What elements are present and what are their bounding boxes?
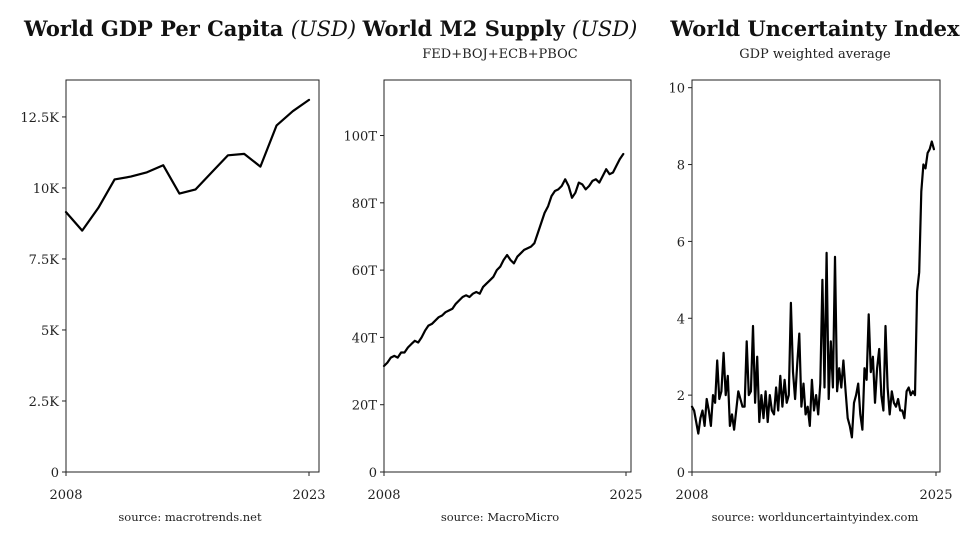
x-tick-label: 2008	[675, 488, 708, 503]
plot-frame	[691, 79, 941, 473]
gdp-chart-title: World GDP Per Capita (USD)	[20, 16, 360, 41]
y-tick-label: 5K	[41, 324, 59, 339]
gdp-chart: 0 2.5K 5K 7.5K 10K 12.5K 2008 2023	[20, 79, 326, 503]
gdp-panel: World GDP Per Capita (USD) 0 2.5K 5K 7.5K 10…	[0, 0, 360, 540]
gdp-source: source: macrotrends.net	[118, 510, 262, 524]
x-tick-label: 2008	[367, 488, 400, 503]
m2-title-text: World M2 Supply	[362, 16, 565, 41]
plot-frame	[383, 79, 632, 473]
y-tick-label: 0	[369, 466, 377, 481]
y-tick-label: 12.5K	[20, 111, 59, 126]
uncertainty-subtitle: GDP weighted average	[739, 47, 891, 62]
y-tick-label: 100T	[344, 130, 378, 145]
y-tick-label: 40T	[352, 331, 378, 346]
plot-frame	[65, 79, 320, 473]
y-tick-label: 0	[677, 466, 685, 481]
y-tick-label: 60T	[352, 264, 378, 279]
series-line	[382, 152, 625, 368]
uncertainty-title-text: World Uncertainty Index	[670, 16, 960, 41]
y-tick-label: 0	[51, 466, 59, 481]
m2-panel: World M2 Supply (USD) FED+BOJ+ECB+PBOC 0…	[340, 0, 660, 540]
y-tick-label: 4	[677, 312, 685, 327]
y-tick-label: 10	[668, 82, 685, 97]
series-line	[690, 140, 935, 439]
m2-chart: 0 20T 40T 60T 80T 100T 2008 2025	[344, 79, 643, 503]
y-tick-label: 6	[677, 235, 685, 250]
m2-title-unit: (USD)	[572, 17, 638, 41]
series-line	[64, 98, 311, 232]
uncertainty-panel: World Uncertainty Index GDP weighted ave…	[660, 0, 960, 540]
x-tick-label: 2008	[49, 488, 82, 503]
y-tick-label: 20T	[352, 399, 378, 414]
x-tick-label: 2025	[919, 488, 952, 503]
y-tick-label: 80T	[352, 197, 378, 212]
uncertainty-chart-title: World Uncertainty Index	[670, 16, 960, 41]
uncertainty-chart: 0 2 4 6 8 10 2008 2025	[668, 79, 953, 503]
y-tick-label: 7.5K	[29, 253, 60, 268]
y-tick-label: 10K	[33, 182, 60, 197]
y-tick-label: 8	[677, 159, 685, 174]
gdp-title-unit: (USD)	[290, 17, 357, 41]
x-tick-label: 2025	[609, 488, 642, 503]
y-tick-label: 2.5K	[29, 395, 60, 410]
x-tick-label: 2023	[292, 488, 325, 503]
gdp-title-text: World GDP Per Capita	[23, 16, 284, 41]
m2-source: source: MacroMicro	[440, 510, 560, 524]
m2-subtitle: FED+BOJ+ECB+PBOC	[422, 47, 578, 62]
m2-chart-title: World M2 Supply (USD)	[340, 16, 660, 41]
uncertainty-source: source: worlduncertaintyindex.com	[711, 510, 919, 524]
y-tick-label: 2	[677, 389, 685, 404]
